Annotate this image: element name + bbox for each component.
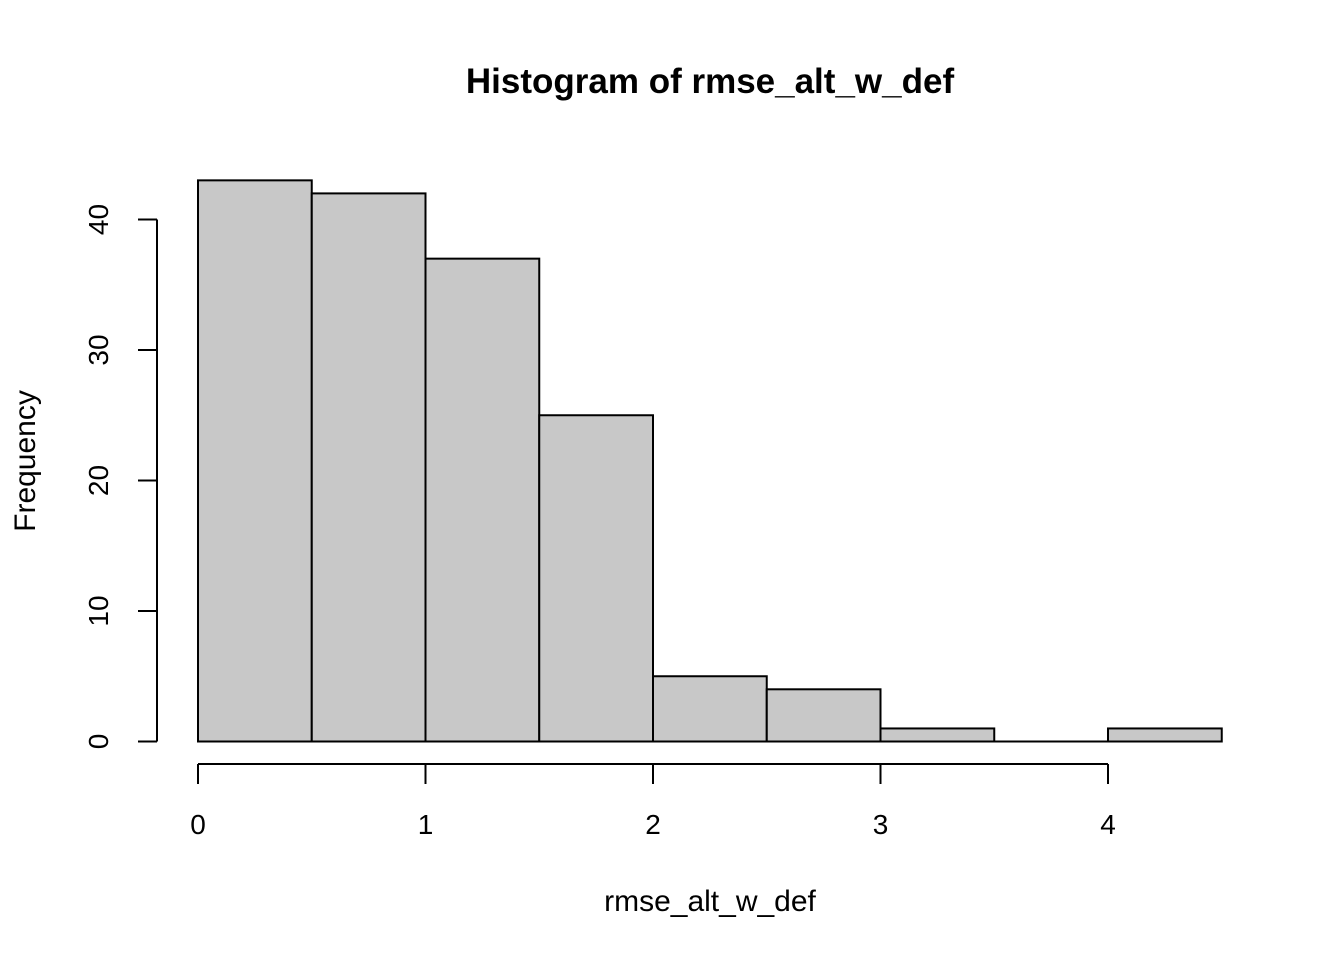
x-axis-label: rmse_alt_w_def — [604, 885, 816, 918]
histogram-bar — [879, 727, 996, 743]
y-axis: 0 10 20 30 40 — [83, 204, 158, 750]
histogram-bar — [310, 192, 427, 743]
y-tick-label: 30 — [83, 334, 114, 365]
x-tick-label: 1 — [418, 809, 434, 840]
y-tick-label: 40 — [83, 204, 114, 235]
histogram-bar — [197, 179, 313, 743]
x-tick-label: 4 — [1100, 809, 1116, 840]
histogram-bar — [652, 675, 768, 743]
bars-group — [197, 179, 1223, 743]
y-axis-label: Frequency — [9, 390, 42, 532]
y-tick-label: 10 — [83, 595, 114, 626]
x-axis: 0 1 2 3 4 — [190, 763, 1116, 840]
histogram-bar — [1107, 727, 1223, 743]
x-tick-label: 2 — [645, 809, 661, 840]
histogram-bar — [538, 414, 654, 743]
y-tick-label: 0 — [83, 734, 114, 750]
histogram-bar — [424, 257, 541, 743]
histogram-bar — [765, 688, 882, 743]
x-tick-label: 3 — [873, 809, 889, 840]
x-tick-label: 0 — [190, 809, 206, 840]
chart-title: Histogram of rmse_alt_w_def — [466, 62, 955, 101]
y-tick-label: 20 — [83, 465, 114, 496]
